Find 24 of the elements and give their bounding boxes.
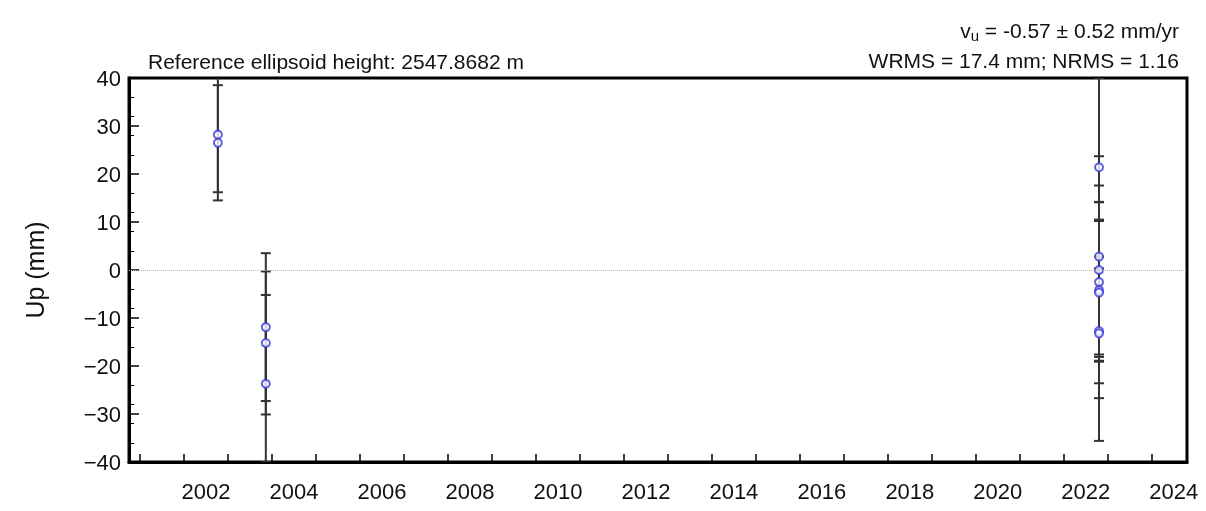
x-tick-label: 2010 [533,478,583,504]
x-tick-label: 2012 [621,478,671,504]
y-tick-label: 20 [96,161,121,187]
x-tick-label: 2020 [973,478,1023,504]
text: WRMS = 17.4 mm; NRMS = 1.16 [868,49,1180,72]
x-tick-label: 2018 [885,478,935,504]
x-tick-label: 2022 [1061,478,1111,504]
chart-title: Reference ellipsoid height: 2547.8682 m [148,50,524,73]
y-tick-label: −30 [83,401,121,427]
y-tick-label: −40 [83,449,121,475]
y-tick-label: −20 [83,353,121,379]
x-tick-label: 2014 [709,478,759,504]
y-tick-label: −10 [83,305,121,331]
x-tick-label: 2004 [269,478,319,504]
x-tick-label: 2006 [357,478,407,504]
x-tick-label: 2008 [445,478,495,504]
y-tick-label: 10 [96,209,121,235]
x-tick-label: 2002 [181,478,231,504]
y-axis-title: Up (mm) [20,221,49,319]
y-tick-label: 40 [96,65,121,91]
y-tick-label: 0 [108,257,121,283]
y-tick-label: 30 [96,113,121,139]
x-tick-label: 2024 [1149,478,1199,504]
x-tick-label: 2016 [797,478,847,504]
